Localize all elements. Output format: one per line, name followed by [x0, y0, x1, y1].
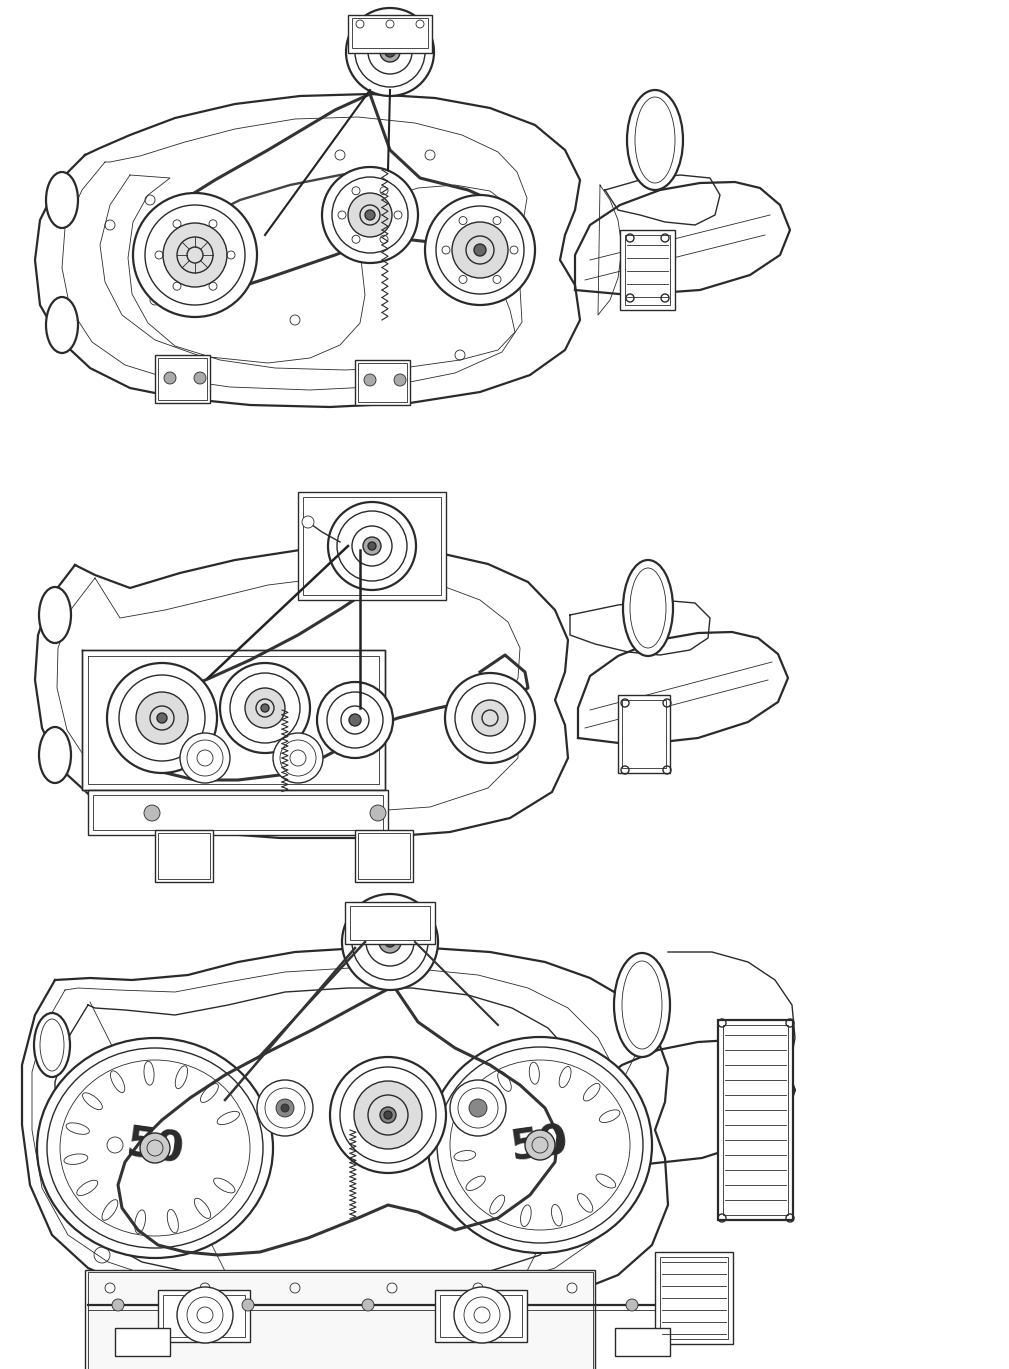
Circle shape	[133, 193, 257, 318]
Circle shape	[342, 894, 438, 990]
Bar	[615, 1328, 670, 1357]
Circle shape	[164, 372, 176, 383]
Circle shape	[330, 1057, 446, 1173]
Bar	[88, 1272, 593, 1369]
Circle shape	[380, 42, 400, 62]
Circle shape	[469, 1099, 487, 1117]
Bar	[622, 700, 666, 768]
Ellipse shape	[34, 1013, 70, 1077]
Bar	[625, 235, 670, 305]
Text: 50: 50	[509, 1120, 571, 1170]
Polygon shape	[82, 650, 385, 790]
Circle shape	[157, 713, 167, 723]
Bar	[298, 491, 446, 600]
Circle shape	[163, 223, 227, 287]
Bar	[352, 18, 428, 48]
Circle shape	[346, 8, 434, 96]
Circle shape	[525, 1129, 555, 1160]
Circle shape	[364, 374, 376, 386]
Bar	[158, 832, 210, 879]
Circle shape	[365, 209, 375, 220]
Text: 50: 50	[123, 1123, 187, 1173]
Ellipse shape	[46, 297, 78, 353]
Circle shape	[362, 1299, 374, 1312]
Circle shape	[354, 1082, 422, 1149]
Circle shape	[474, 244, 486, 256]
Bar	[355, 830, 413, 882]
Bar	[85, 1270, 595, 1369]
Circle shape	[144, 805, 160, 821]
Circle shape	[450, 1080, 506, 1136]
Circle shape	[363, 537, 381, 554]
Circle shape	[349, 715, 361, 726]
Circle shape	[180, 732, 230, 783]
Circle shape	[281, 1103, 289, 1112]
Circle shape	[245, 689, 285, 728]
Circle shape	[385, 936, 395, 947]
Bar	[718, 1020, 793, 1220]
Ellipse shape	[428, 1036, 652, 1253]
Bar	[158, 1290, 250, 1342]
Bar	[348, 15, 432, 53]
Circle shape	[379, 931, 401, 953]
Bar	[350, 906, 430, 941]
Circle shape	[107, 663, 217, 773]
Bar	[655, 1253, 733, 1344]
Circle shape	[368, 542, 376, 550]
Circle shape	[194, 372, 206, 383]
Circle shape	[626, 1299, 638, 1312]
Bar	[158, 359, 207, 400]
Circle shape	[384, 1112, 393, 1118]
Ellipse shape	[39, 727, 71, 783]
Bar	[618, 695, 670, 773]
Ellipse shape	[614, 953, 670, 1057]
Circle shape	[425, 194, 535, 305]
Circle shape	[452, 222, 508, 278]
Ellipse shape	[627, 90, 683, 190]
Bar	[440, 1295, 522, 1338]
Circle shape	[370, 805, 386, 821]
Bar	[723, 1025, 788, 1216]
Circle shape	[328, 502, 416, 590]
Circle shape	[276, 1099, 294, 1117]
Circle shape	[385, 47, 395, 57]
Circle shape	[394, 374, 406, 386]
Ellipse shape	[46, 172, 78, 229]
Bar	[358, 832, 410, 879]
Circle shape	[472, 700, 508, 737]
Bar	[620, 230, 675, 309]
Circle shape	[140, 1134, 170, 1164]
Ellipse shape	[623, 560, 673, 656]
Bar	[345, 902, 435, 945]
Circle shape	[317, 682, 393, 758]
Circle shape	[302, 516, 314, 528]
Circle shape	[273, 732, 323, 783]
Ellipse shape	[37, 1038, 273, 1258]
Circle shape	[380, 1108, 396, 1123]
Bar	[88, 790, 388, 835]
Bar	[355, 360, 410, 405]
Circle shape	[492, 1299, 504, 1312]
Circle shape	[242, 1299, 254, 1312]
Circle shape	[136, 691, 188, 743]
Bar	[163, 1295, 245, 1338]
Circle shape	[322, 167, 418, 263]
Circle shape	[112, 1299, 124, 1312]
Circle shape	[261, 704, 269, 712]
Circle shape	[348, 193, 393, 237]
Circle shape	[454, 1287, 510, 1343]
Bar	[358, 363, 407, 402]
Bar	[435, 1290, 527, 1342]
Circle shape	[445, 674, 535, 763]
Bar	[115, 1328, 170, 1357]
Bar	[303, 497, 441, 596]
Bar	[155, 355, 210, 402]
Bar	[155, 830, 213, 882]
Bar	[660, 1257, 728, 1339]
Ellipse shape	[39, 587, 71, 643]
Circle shape	[257, 1080, 313, 1136]
Circle shape	[220, 663, 310, 753]
Circle shape	[177, 1287, 233, 1343]
Bar	[93, 795, 383, 830]
